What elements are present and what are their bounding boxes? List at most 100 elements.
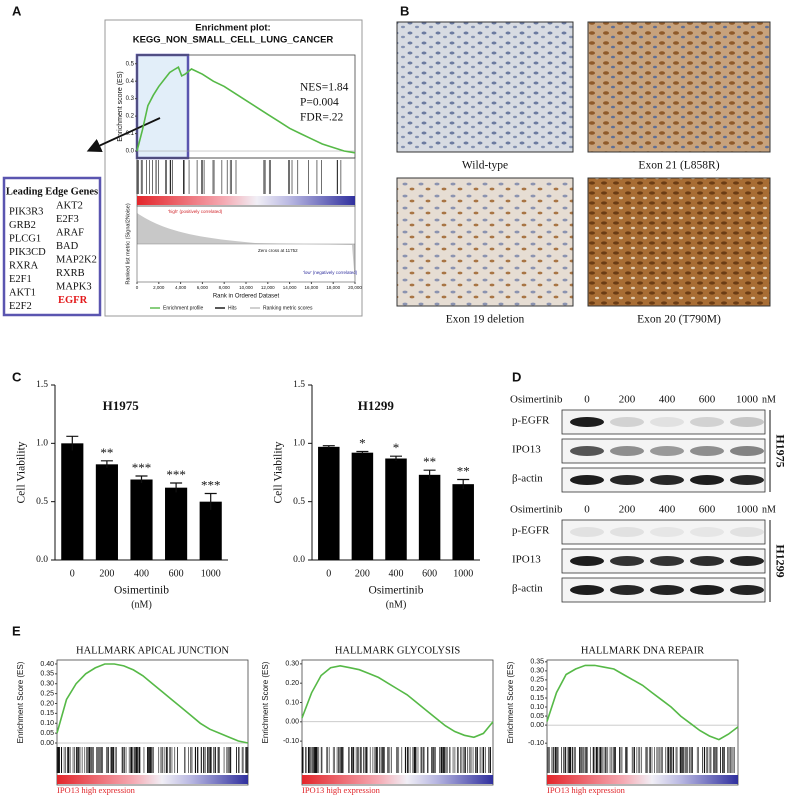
x-tick-label: 6,000	[197, 285, 209, 290]
x-tick-label: 8,000	[219, 285, 231, 290]
gene: AKT2	[56, 200, 83, 211]
rank-color-bar	[57, 775, 248, 784]
y-axis-label: Cell Viability	[16, 441, 28, 503]
y-tick-label: 1.0	[36, 439, 48, 449]
gene: RXRB	[56, 268, 85, 279]
significance: ***	[166, 467, 186, 482]
y-tick-label: 0.25	[40, 690, 54, 697]
x-tick-label: 200	[99, 568, 114, 579]
y-tick-label: 0.10	[40, 720, 54, 727]
blot-band	[690, 417, 724, 427]
chart-title: HALLMARK DNA REPAIR	[581, 645, 704, 656]
x-tick-label: 1000	[453, 568, 473, 579]
blot-band	[690, 475, 724, 485]
ihc-image	[587, 177, 771, 307]
x-tick-label: 600	[169, 568, 184, 579]
image-caption: Exon 20 (T790M)	[637, 314, 721, 326]
blot-row-label: β-actin	[512, 473, 543, 485]
gene: BAD	[56, 241, 79, 252]
x-tick-label: 2,000	[153, 285, 165, 290]
stat-annotation: NES=1.84	[300, 82, 349, 94]
gene-highlight: EGFR	[58, 295, 88, 306]
gene: GRB2	[9, 220, 36, 231]
rank-color-bar	[137, 196, 355, 205]
x-tick-label: 0	[70, 568, 75, 579]
significance: *	[359, 435, 366, 450]
chart-title: Enrichment plot:	[195, 23, 270, 34]
legend-label: Hits	[228, 305, 237, 311]
error-bar	[457, 478, 470, 489]
y-tick-label: 0.35	[530, 659, 544, 666]
plot-frame	[56, 659, 249, 786]
dose-label: 1000	[736, 394, 759, 406]
significance: **	[423, 454, 436, 469]
blot-band	[650, 585, 684, 595]
y-tick-label: 0.30	[285, 661, 299, 668]
y-tick-label: 0.35	[40, 671, 54, 678]
blot-band	[730, 585, 764, 595]
blot-band	[730, 475, 764, 485]
x-tick-label: 600	[422, 568, 437, 579]
bar	[199, 501, 222, 560]
blot-band	[610, 417, 644, 427]
dose-label: 1000	[736, 504, 759, 516]
y-tick-label: 0.2	[126, 114, 135, 120]
es-line	[56, 663, 249, 744]
dose-label: 600	[699, 504, 716, 516]
y-axis-label: Enrichment score (ES)	[117, 71, 124, 141]
chart-title: H1975	[103, 398, 140, 413]
es-line	[546, 664, 739, 741]
gene: PLCG1	[9, 233, 41, 244]
blot-band	[730, 556, 764, 566]
dose-label: 200	[619, 394, 636, 406]
dose-label: 0	[584, 504, 590, 516]
legend-label: Ranking metric scores	[263, 305, 313, 311]
x-tick-label: 10,000	[239, 285, 253, 290]
y-tick-label: 0.15	[40, 710, 54, 717]
x-tick-label: 0	[136, 285, 139, 290]
y-tick-label: 0.40	[40, 661, 54, 668]
y-tick-label: 0.4	[126, 79, 135, 85]
blot-band	[730, 527, 764, 537]
gene: AKT1	[9, 287, 36, 298]
bar-label: IPO13 high expression	[302, 785, 381, 795]
arrow	[86, 117, 161, 153]
y-tick-label: 0.5	[126, 61, 135, 67]
x-tick-label: 1000	[201, 568, 221, 579]
x-tick-label: 0	[326, 568, 331, 579]
gene: E2F3	[56, 214, 79, 225]
dose-label: 400	[659, 394, 676, 406]
error-bar	[423, 469, 436, 480]
blot-band	[570, 475, 604, 485]
cell-line-label: H1975	[773, 434, 787, 467]
cell-line-label: H1299	[773, 544, 787, 577]
error-bar	[100, 460, 113, 468]
x-axis-label: Osimertinib	[114, 585, 169, 597]
blot-row-label: p-EGFR	[512, 525, 550, 537]
bar	[130, 479, 153, 560]
blot-band	[570, 527, 604, 537]
y-tick-label: 0.20	[530, 686, 544, 693]
y-tick-label: 0.10	[530, 704, 544, 711]
bar	[95, 464, 118, 560]
y-tick-label: 0.25	[530, 677, 544, 684]
blot-band	[650, 556, 684, 566]
error-bar	[322, 445, 335, 448]
chart-title: HALLMARK APICAL JUNCTION	[76, 645, 229, 656]
y-tick-label: 1.5	[36, 380, 48, 390]
blot-band	[650, 475, 684, 485]
y-tick-label: 0.0	[126, 149, 135, 155]
panel-label: C	[12, 369, 22, 384]
x-axis-unit: (nM)	[386, 599, 407, 610]
significance: **	[100, 445, 113, 460]
blot-band	[690, 556, 724, 566]
bar-label: IPO13 high expression	[57, 785, 136, 795]
image-caption: Wild-type	[462, 160, 508, 172]
x-tick-label: 18,000	[326, 285, 340, 290]
blot-band	[730, 417, 764, 427]
y-tick-label: 0.3	[126, 96, 135, 102]
blot-band	[690, 585, 724, 595]
y-axis-label: Cell Viability	[273, 441, 285, 503]
blot-band	[610, 556, 644, 566]
x-tick-label: 4,000	[175, 285, 187, 290]
